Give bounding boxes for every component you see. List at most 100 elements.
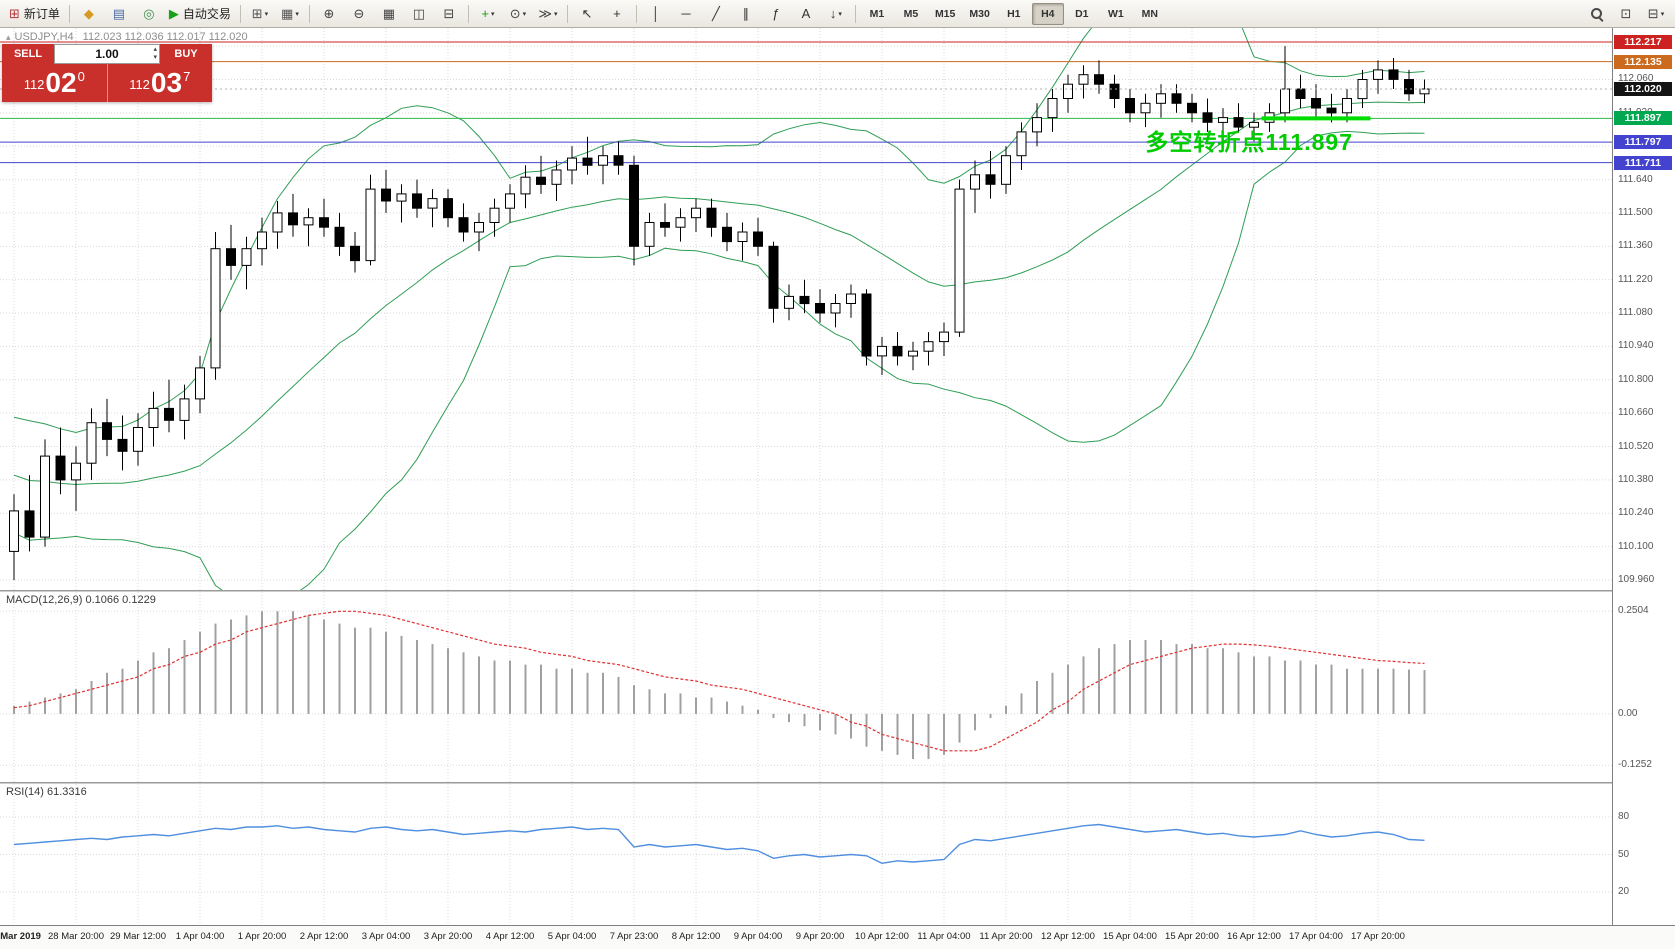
grid-button[interactable]: ▦ bbox=[375, 2, 403, 26]
price-tick: 110.520 bbox=[1618, 440, 1654, 452]
panel-divider[interactable] bbox=[0, 590, 1675, 592]
fibonacci-button[interactable]: ƒ bbox=[762, 2, 790, 26]
buy-button[interactable]: BUY bbox=[160, 44, 212, 64]
tile-windows-button[interactable]: ◫ bbox=[405, 2, 433, 26]
chevron-down-icon: ▾ bbox=[838, 10, 842, 18]
timeframe-h1-button[interactable]: H1 bbox=[1007, 7, 1021, 20]
sell-button[interactable]: SELL bbox=[2, 44, 54, 64]
buy-price-prefix: 112 bbox=[129, 77, 150, 92]
indicators-button[interactable]: + ▾ bbox=[474, 2, 502, 26]
new-chart-icon: ⊞ bbox=[251, 6, 263, 21]
crosshair-icon: + bbox=[613, 6, 621, 21]
sell-price-prefix: 112 bbox=[23, 77, 45, 92]
buy-price-main: 03 bbox=[150, 67, 183, 98]
navigator-button[interactable]: ◎ bbox=[135, 2, 163, 26]
vertical-line-button[interactable]: │ bbox=[642, 2, 670, 26]
volume-input[interactable]: 1.00 ▴ ▾ bbox=[54, 44, 160, 64]
price-axis[interactable]: 112.200112.060111.920111.780111.640111.5… bbox=[1612, 28, 1675, 925]
text-icon: A bbox=[801, 6, 811, 21]
time-axis[interactable]: 28 Mar 2019 28 Mar 20:00 29 Mar 12:00 1 Apr… bbox=[0, 925, 1675, 949]
macd-canvas[interactable] bbox=[0, 592, 1612, 782]
search-button[interactable] bbox=[1582, 2, 1610, 26]
stepper-down-icon[interactable]: ▾ bbox=[153, 54, 157, 61]
buy-price-sup: 7 bbox=[183, 69, 191, 84]
window-list-button[interactable]: ⊟ ▾ bbox=[1642, 2, 1670, 26]
macd-signal-line bbox=[13, 610, 1425, 752]
volume-value: 1.00 bbox=[95, 47, 119, 61]
periods-button[interactable]: ⊙ ▾ bbox=[504, 2, 532, 26]
channel-button[interactable]: ∥ bbox=[732, 2, 760, 26]
panel-divider[interactable] bbox=[0, 782, 1675, 784]
price-tick: 50 bbox=[1618, 848, 1630, 860]
sell-price-main: 02 bbox=[45, 67, 77, 98]
volume-stepper[interactable]: ▴ ▾ bbox=[153, 46, 157, 62]
new-order-button[interactable]: ⊞ 新订单 bbox=[5, 2, 64, 26]
price-tick: 110.800 bbox=[1618, 373, 1654, 385]
timeframe-m15-button[interactable]: M15 bbox=[934, 7, 956, 20]
channel-icon: ∥ bbox=[742, 6, 750, 21]
bollinger-bands bbox=[13, 28, 1425, 590]
zoom-in-button[interactable]: ⊕ bbox=[315, 2, 343, 26]
time-label: 4 Apr 12:00 bbox=[485, 931, 535, 942]
toolbar-separator bbox=[308, 4, 310, 23]
toolbar-separator bbox=[68, 4, 70, 23]
time-label: 9 Apr 04:00 bbox=[733, 931, 783, 942]
time-label: 16 Apr 12:00 bbox=[1227, 931, 1281, 942]
text-button[interactable]: A bbox=[792, 2, 820, 26]
crosshair-button[interactable]: + bbox=[603, 2, 631, 26]
window-list-icon: ⊟ bbox=[1647, 6, 1659, 21]
price-chart-canvas[interactable] bbox=[0, 28, 1612, 590]
timeframe-m1-button[interactable]: M1 bbox=[869, 7, 885, 20]
timeframe-w1-button[interactable]: W1 bbox=[1107, 7, 1124, 20]
data-window-button[interactable]: ▤ bbox=[105, 2, 133, 26]
chevron-down-icon: ▾ bbox=[553, 10, 558, 18]
price-tick: 110.660 bbox=[1618, 407, 1654, 419]
chevron-down-icon: ▾ bbox=[295, 10, 299, 18]
time-label: 10 Apr 12:00 bbox=[855, 931, 909, 942]
time-label: 1 Apr 04:00 bbox=[175, 931, 225, 942]
buy-price-button[interactable]: 112 03 7 bbox=[106, 64, 212, 102]
timeframe-m30-button[interactable]: M30 bbox=[969, 7, 990, 20]
templates-button[interactable]: ≫ ▾ bbox=[534, 2, 562, 26]
timeframe-d1-button[interactable]: D1 bbox=[1075, 7, 1089, 20]
arrows-button[interactable]: ↓ ▾ bbox=[822, 2, 850, 26]
full-screen-button[interactable]: ⊡ bbox=[1612, 2, 1640, 26]
chevron-down-icon: ▾ bbox=[522, 10, 527, 18]
tile-windows-icon: ◫ bbox=[412, 6, 426, 21]
time-label: 2 Apr 12:00 bbox=[299, 931, 349, 942]
price-tick: 112.060 bbox=[1618, 73, 1654, 85]
time-label: 15 Apr 20:00 bbox=[1165, 931, 1219, 942]
timeframe-mn-button[interactable]: MN bbox=[1141, 7, 1158, 20]
main-toolbar: ⊞ 新订单 ◆ ▤ ◎ ▶ 自动交易 ⊞ ▾ ▦ ▾ ⊕ ⊖ ▦ ◫ ⊟ + ▾ ⊙ ▾ ≫ ▾ ↖ + │ ─ ╱ ∥ ƒ A ↓ ▾ M1 M… bbox=[0, 0, 1675, 28]
sell-price-button[interactable]: 112 02 0 bbox=[2, 64, 107, 102]
profiles-button[interactable]: ▦ ▾ bbox=[276, 2, 304, 26]
auto-trading-button-label: 自动交易 bbox=[182, 7, 231, 21]
toolbar-separator bbox=[566, 4, 568, 23]
timeframe-m5-button[interactable]: M5 bbox=[903, 7, 919, 20]
time-label: 12 Apr 12:00 bbox=[1041, 931, 1095, 942]
trendline-button[interactable]: ╱ bbox=[702, 2, 730, 26]
toolbar-separator bbox=[239, 4, 241, 23]
chart-window-icon: ▴ bbox=[6, 32, 11, 42]
toolbar-separator bbox=[467, 4, 469, 23]
auto-trading-button[interactable]: ▶ 自动交易 bbox=[165, 2, 235, 26]
new-chart-button[interactable]: ⊞ ▾ bbox=[246, 2, 274, 26]
price-tick: 110.940 bbox=[1618, 340, 1654, 352]
profiles-icon: ▦ bbox=[281, 6, 294, 21]
rsi-canvas[interactable] bbox=[0, 784, 1612, 925]
zoom-in-icon: ⊕ bbox=[323, 6, 335, 21]
cascade-windows-button[interactable]: ⊟ bbox=[435, 2, 463, 26]
price-tick: 111.640 bbox=[1618, 173, 1653, 185]
zoom-out-button[interactable]: ⊖ bbox=[345, 2, 373, 26]
stepper-up-icon[interactable]: ▴ bbox=[153, 46, 157, 53]
price-badge: 112.020 bbox=[1614, 82, 1672, 96]
timeframe-h4-button[interactable]: H4 bbox=[1031, 2, 1064, 25]
time-label: 7 Apr 23:00 bbox=[609, 931, 659, 942]
market-watch-button[interactable]: ◆ bbox=[75, 2, 103, 26]
cursor-button[interactable]: ↖ bbox=[573, 2, 601, 26]
navigator-icon: ◎ bbox=[143, 6, 155, 21]
time-label: 1 Apr 20:00 bbox=[237, 931, 287, 942]
horizontal-line-button[interactable]: ─ bbox=[672, 2, 700, 26]
search-icon bbox=[1589, 6, 1604, 21]
